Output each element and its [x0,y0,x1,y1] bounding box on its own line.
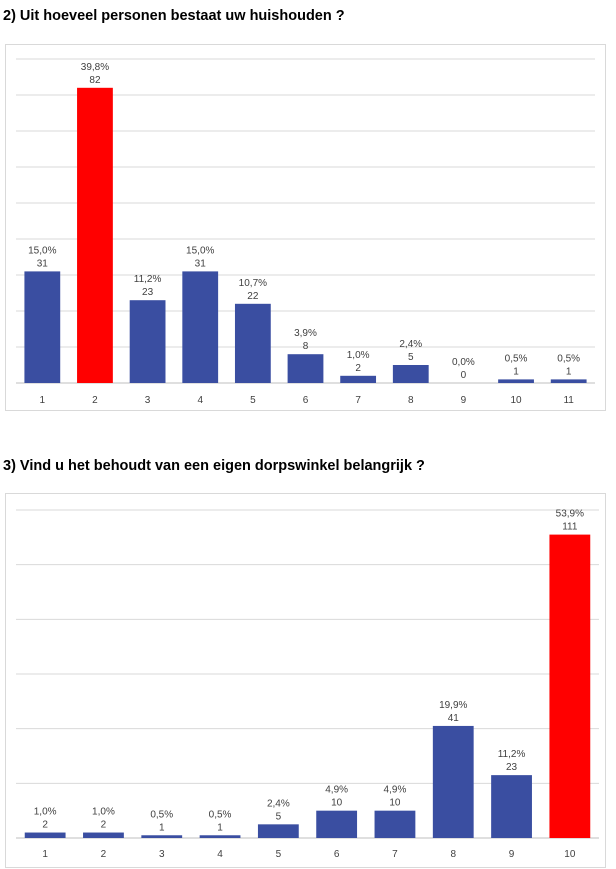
chart2-bar-9 [491,775,532,838]
chart1-bar-11 [550,379,587,383]
chart2-count-label-4: 1 [217,822,223,833]
chart1-bar-2 [77,87,113,384]
chart2-count-label-1: 2 [42,820,48,831]
chart1-count-label-3: 23 [142,287,154,298]
chart2-tick-label-3: 3 [159,849,165,860]
chart1-tick-label-11: 11 [563,395,574,406]
chart2-bar-8 [432,725,474,838]
chart2-percent-label-9: 11,2% [498,749,526,760]
chart2-percent-label-1: 1,0% [34,807,57,818]
chart2-tick-label-6: 6 [334,849,340,860]
chart1-bar-8 [392,365,429,383]
chart1-plot: 15,0%31139,8%82211,2%23315,0%31410,7%225… [16,58,595,406]
chart2-count-label-9: 23 [506,762,518,773]
chart2-count-label-5: 5 [276,811,282,822]
chart1-percent-label-10: 0,5% [505,353,528,364]
chart2-bar-3 [141,835,183,838]
chart1-percent-label-7: 1,0% [347,350,370,361]
chart2-bar-1 [24,832,66,838]
chart1-count-label-7: 2 [355,363,361,374]
chart1-count-label-9: 0 [461,370,467,381]
chart1-tick-label-6: 6 [303,395,309,406]
chart1-count-label-5: 22 [247,291,259,302]
chart1-bar-6 [287,354,324,383]
chart1-count-label-8: 5 [408,352,414,363]
chart1-bar-10 [498,379,534,383]
chart2-tick-label-9: 9 [509,849,515,860]
chart1-tick-label-1: 1 [40,395,46,406]
chart2-tick-label-5: 5 [276,849,282,860]
chart1-percent-label-4: 15,0% [186,245,214,256]
chart2-percent-label-8: 19,9% [439,700,467,711]
chart2-count-label-7: 10 [389,798,401,809]
chart2-bar-7 [374,810,416,838]
chart1-bar-1 [24,271,61,383]
chart2-bar-10 [549,534,591,838]
chart1-tick-label-7: 7 [355,395,361,406]
chart1-tick-label-4: 4 [197,395,203,406]
chart1-tick-label-5: 5 [250,395,256,406]
chart1-tick-label-3: 3 [145,395,151,406]
chart1-tick-label-10: 10 [510,395,522,406]
chart2-percent-label-10: 53,9% [556,509,584,520]
chart2-tick-label-2: 2 [101,849,107,860]
chart1-title: 2) Uit hoeveel personen bestaat uw huish… [3,8,345,24]
chart1-count-label-4: 31 [195,258,207,269]
chart1-percent-label-8: 2,4% [399,339,422,350]
chart2-tick-label-10: 10 [564,849,576,860]
chart2-count-label-8: 41 [448,713,460,724]
chart1-count-label-6: 8 [303,341,309,352]
chart1-tick-label-9: 9 [461,395,467,406]
chart2-count-label-10: 111 [562,522,578,533]
chart2-percent-label-3: 0,5% [150,809,173,820]
chart1-bar-5 [234,303,271,383]
chart2-tick-label-7: 7 [392,849,398,860]
chart1-count-label-10: 1 [513,366,519,377]
chart1-bar-4 [182,271,219,383]
chart2-bar-2 [83,832,124,838]
chart2-percent-label-6: 4,9% [325,785,348,796]
chart1-percent-label-11: 0,5% [557,353,580,364]
chart1-percent-label-6: 3,9% [294,328,317,339]
chart1-count-label-1: 31 [37,258,49,269]
chart1-bar-7 [340,375,377,383]
chart1-percent-label-1: 15,0% [28,245,56,256]
chart2-bar-6 [316,810,358,838]
chart1-tick-label-2: 2 [92,395,98,406]
chart2-bar-4 [199,835,241,838]
chart2-percent-label-4: 0,5% [209,809,232,820]
chart1-percent-label-2: 39,8% [81,62,109,73]
chart1-percent-label-3: 11,2% [134,274,162,285]
chart1-bar-3 [129,300,166,383]
chart2-plot: 1,0% 2 1 1,0% 2 2 0,5% 1 3 0,5% 1 4 2,4% 5 5 4,9% 10 6 4,9… [16,509,599,860]
chart1-count-label-11: 1 [566,366,572,377]
chart1-percent-label-9: 0,0% [452,357,475,368]
chart2-percent-label-7: 4,9% [384,785,407,796]
chart2-tick-label-1: 1 [42,849,48,860]
chart2-count-label-2: 2 [101,820,107,831]
chart2-tick-label-4: 4 [217,849,223,860]
chart2-count-label-3: 1 [159,822,165,833]
chart2-bar-5 [257,824,299,838]
chart2-percent-label-2: 1,0% [92,807,115,818]
chart2-container: 1,0% 2 1 1,0% 2 2 0,5% 1 3 0,5% 1 4 2,4% 5 5 4,9% 10 6 4,9… [5,493,606,868]
chart1-container: 15,0% 31 1 39,8% 82 2 11,2% 23 3 15,0% 31 4 10,7% 22 5… [5,44,606,411]
chart2-count-label-6: 10 [331,798,343,809]
chart2-title: 3) Vind u het behoudt van een eigen dorp… [3,458,425,474]
chart1-tick-label-8: 8 [408,395,414,406]
chart2-percent-label-5: 2,4% [267,798,290,809]
chart1-count-label-2: 82 [89,75,101,86]
chart1-percent-label-5: 10,7% [239,278,267,289]
chart2-tick-label-8: 8 [450,849,456,860]
